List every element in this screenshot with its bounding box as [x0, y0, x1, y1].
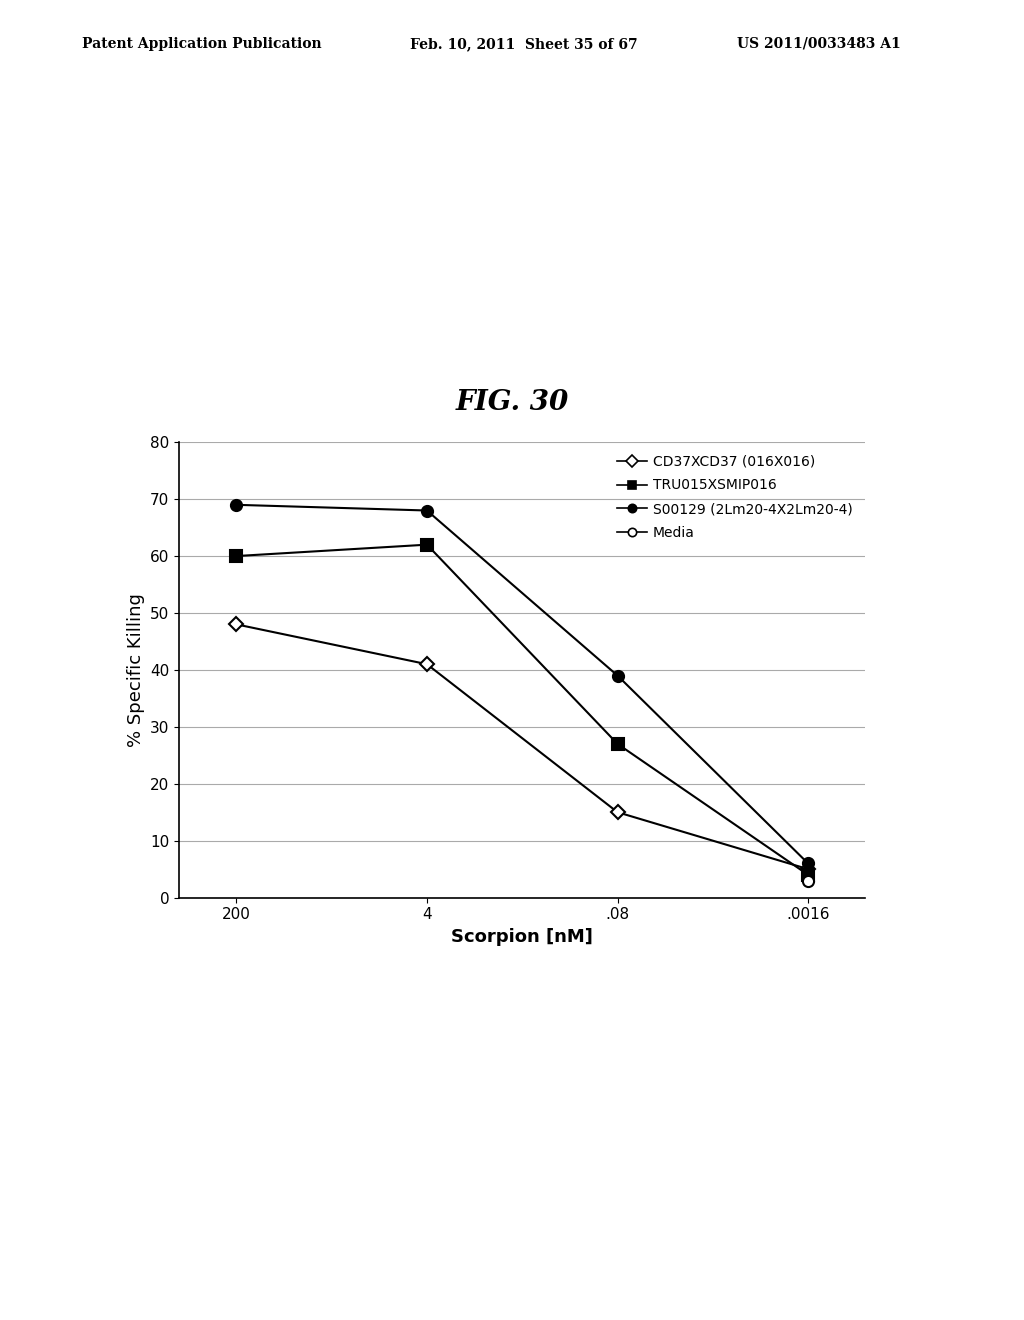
- Text: FIG. 30: FIG. 30: [456, 389, 568, 416]
- Text: Patent Application Publication: Patent Application Publication: [82, 37, 322, 51]
- Text: Feb. 10, 2011  Sheet 35 of 67: Feb. 10, 2011 Sheet 35 of 67: [410, 37, 637, 51]
- Text: US 2011/0033483 A1: US 2011/0033483 A1: [737, 37, 901, 51]
- X-axis label: Scorpion [nM]: Scorpion [nM]: [452, 928, 593, 946]
- Legend: CD37XCD37 (016X016), TRU015XSMIP016, S00129 (2Lm20-4X2Lm20-4), Media: CD37XCD37 (016X016), TRU015XSMIP016, S00…: [611, 449, 858, 545]
- Y-axis label: % Specific Killing: % Specific Killing: [127, 593, 144, 747]
